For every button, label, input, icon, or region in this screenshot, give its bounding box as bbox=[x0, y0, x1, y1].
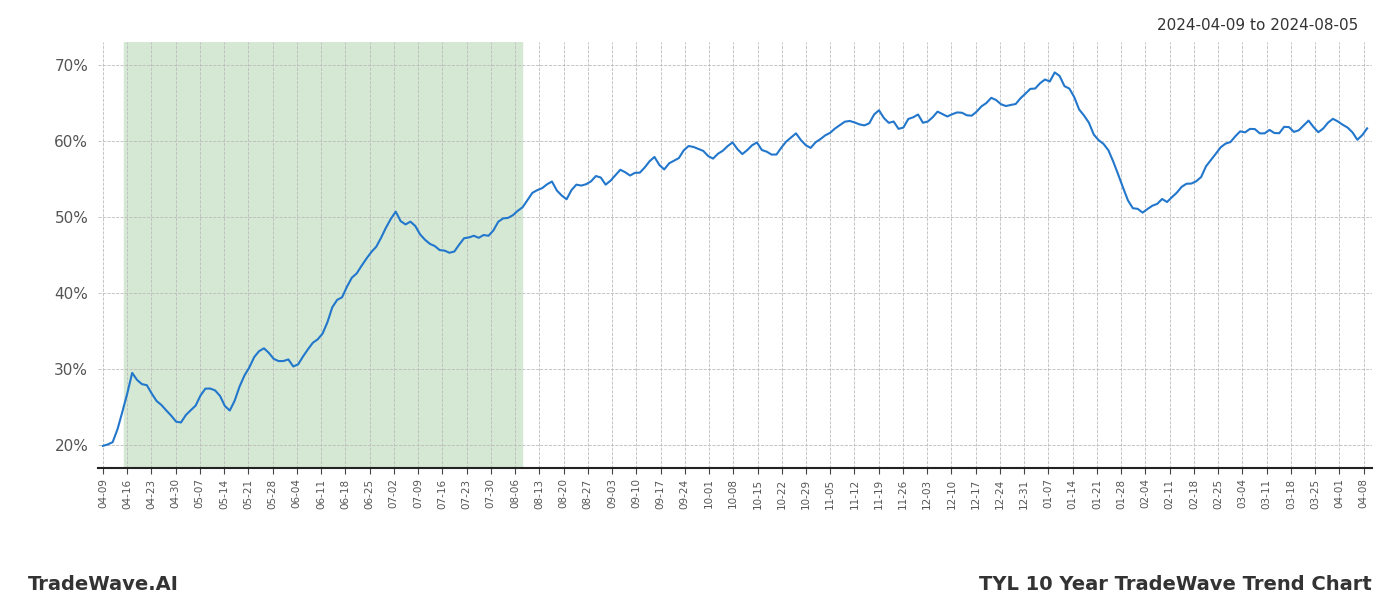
Text: 2024-04-09 to 2024-08-05: 2024-04-09 to 2024-08-05 bbox=[1156, 18, 1358, 33]
Text: TYL 10 Year TradeWave Trend Chart: TYL 10 Year TradeWave Trend Chart bbox=[979, 575, 1372, 594]
Bar bbox=[123, 42, 522, 468]
Text: TradeWave.AI: TradeWave.AI bbox=[28, 575, 179, 594]
